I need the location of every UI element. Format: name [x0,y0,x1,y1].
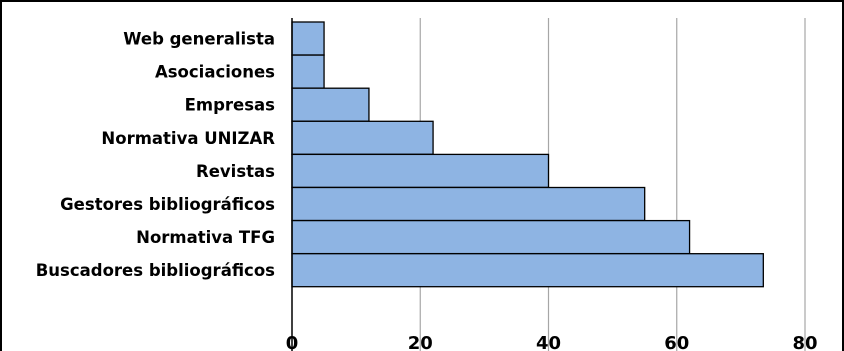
bar-7 [291,253,764,288]
category-label: Revistas [196,162,275,181]
bars [291,21,764,288]
category-label: Normativa TFG [136,228,275,247]
x-tick-labels: 0 20 40 60 80 [286,333,818,351]
category-label: Normativa UNIZAR [101,129,275,148]
x-tick-label: 20 [408,333,433,351]
bar-0 [291,21,325,56]
bar-5 [291,186,646,222]
bar-6 [291,219,691,255]
bar-3 [291,120,434,155]
x-tick-label: 80 [792,333,817,351]
bar-2 [291,87,370,122]
bar-4 [291,153,550,189]
category-label: Gestores bibliográficos [60,195,275,214]
category-label: Web generalista [123,30,275,49]
category-label: Buscadores bibliográficos [36,261,275,280]
category-label: Empresas [185,96,276,115]
category-labels: Web generalista Asociaciones Empresas Norma… [36,30,276,281]
category-label: Asociaciones [155,63,275,82]
x-tick-label: 60 [664,333,689,351]
x-tick-label: 40 [536,333,561,351]
bar-1 [291,54,325,89]
